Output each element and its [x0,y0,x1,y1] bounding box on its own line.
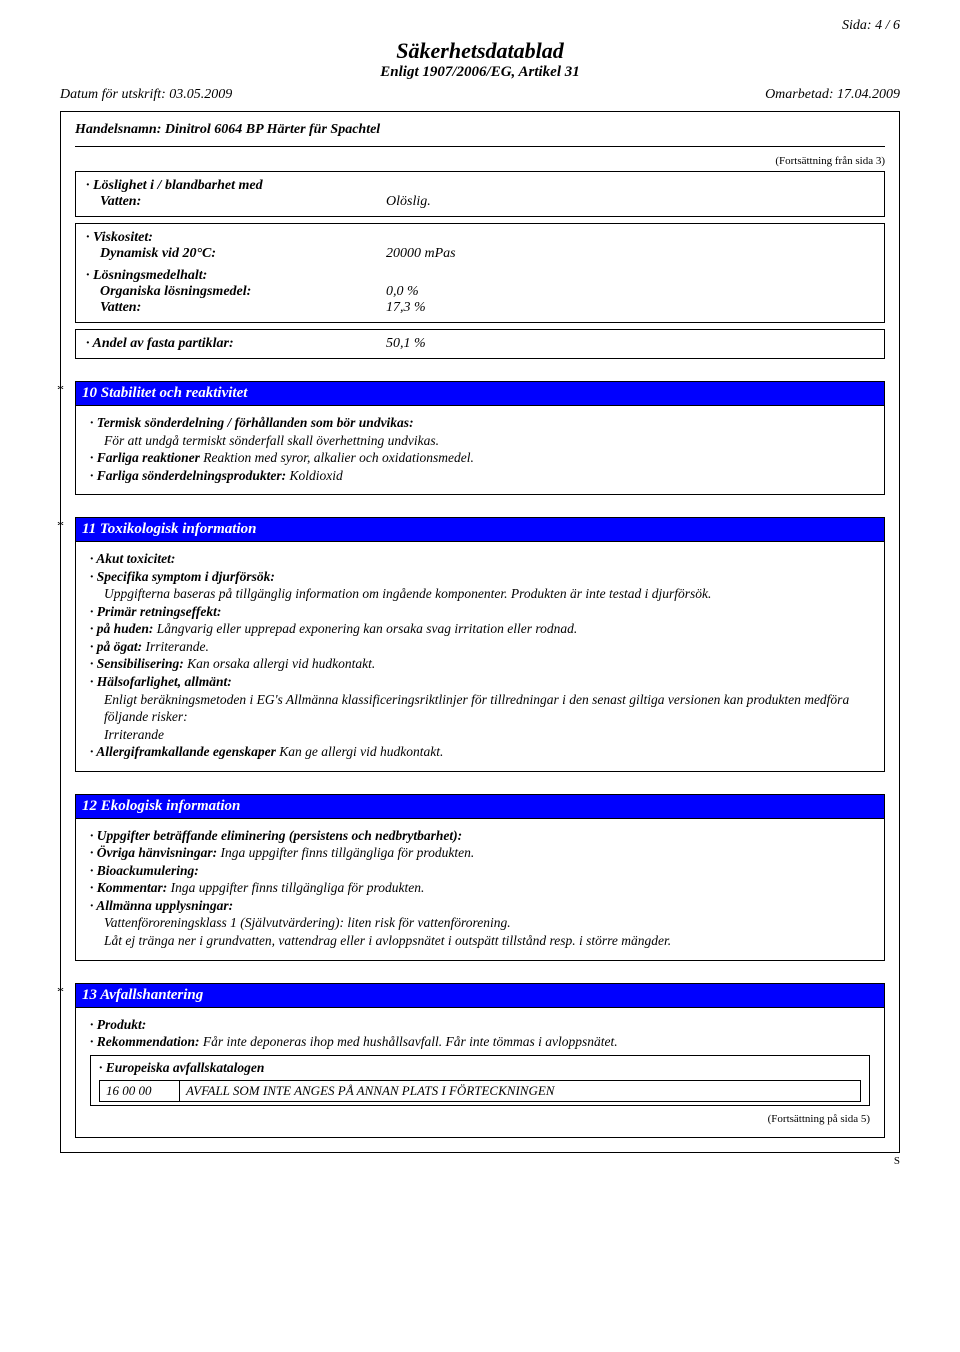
catalog-code: 16 00 00 [100,1081,180,1102]
primary-irritation-label: · Primär retningseffekt: [90,603,870,621]
allergy-text: Kan ge allergi vid hudkontakt. [279,744,443,759]
table-row: 16 00 00 AVFALL SOM INTE ANGES PÅ ANNAN … [100,1081,861,1102]
solvent-label: · Lösningsmedelhalt: [86,268,874,284]
prop-key: Organiska lösningsmedel: [86,284,386,300]
change-marker: * [57,519,64,535]
health-text-2: Irriterande [90,726,870,744]
section-12-body: · Uppgifter beträffande eliminering (per… [75,819,885,961]
recommendation-text: Får inte deponeras ihop med hushållsavfa… [203,1034,618,1049]
solids-box: · Andel av fasta partiklar: 50,1 % [75,329,885,359]
general-text-2: Låt ej tränga ner i grundvatten, vattend… [90,932,870,950]
general-label: · Allmänna upplysningar: [90,897,870,915]
trade-name: Handelsnamn: Dinitrol 6064 BP Härter für… [75,122,885,138]
catalog-box: · Europeiska avfallskatalogen 16 00 00 A… [90,1055,870,1107]
prop-key: Vatten: [86,194,386,210]
comment-label: · Kommentar: [90,880,167,895]
s-mark: S [60,1155,900,1167]
viscosity-label: · Viskositet: [86,230,874,246]
persistence-label: · Uppgifter beträffande eliminering (per… [90,827,870,845]
doc-subtitle: Enligt 1907/2006/EG, Artikel 31 [60,64,900,81]
prop-row: Organiska lösningsmedel: 0,0 % [86,284,874,300]
prop-key: Vatten: [86,300,386,316]
comment-text: Inga uppgifter finns tillgängliga för pr… [171,880,425,895]
section-13-header: 13 Avfallshantering [75,983,885,1008]
section-11: * 11 Toxikologisk information · Akut tox… [75,517,885,772]
products-label: · Farliga sönderdelningsprodukter: [90,468,286,483]
other-refs-text: Inga uppgifter finns tillgängliga för pr… [221,845,475,860]
trade-name-value: Dinitrol 6064 BP Härter für Spachtel [165,122,380,137]
change-marker: * [57,985,64,1001]
allergy-label: · Allergiframkallande egenskaper [90,744,276,759]
separator [75,146,885,147]
page-number: Sida: 4 / 6 [842,18,900,34]
decomp-label: · Termisk sönderdelning / förhållanden s… [90,415,414,430]
section-13: * 13 Avfallshantering · Produkt: · Rekom… [75,983,885,1138]
properties-box: · Löslighet i / blandbarhet med Vatten: … [75,171,885,217]
eye-label: · på ögat: [90,639,142,654]
decomp-text: För att undgå termiskt sönderfall skall … [90,432,870,450]
prop-key: Dynamisk vid 20°C: [86,246,386,262]
health-label: · Hälsofarlighet, allmänt: [90,673,870,691]
print-date: Datum för utskrift: 03.05.2009 [60,87,232,103]
symptoms-label: · Specifika symptom i djurförsök: [90,568,870,586]
sensibilisation-text: Kan orsaka allergi vid hudkontakt. [187,656,375,671]
solubility-label: · Löslighet i / blandbarhet med [86,178,874,194]
product-label: · Produkt: [90,1016,870,1034]
prop-val: 17,3 % [386,300,874,316]
change-marker: * [57,383,64,399]
prop-key: · Andel av fasta partiklar: [86,336,386,352]
viscosity-box: · Viskositet: Dynamisk vid 20°C: 20000 m… [75,223,885,323]
section-10-body: · Termisk sönderdelning / förhållanden s… [75,406,885,495]
prop-row: Vatten: Olöslig. [86,194,874,210]
reactions-label: · Farliga reaktioner [90,450,200,465]
skin-label: · på huden: [90,621,153,636]
health-text-1: Enligt beräkningsmetoden i EG's Allmänna… [90,691,870,726]
prop-row: Vatten: 17,3 % [86,300,874,316]
trade-name-label: Handelsnamn: [75,122,161,137]
document-page: Sida: 4 / 6 Säkerhetsdatablad Enligt 190… [0,0,960,1197]
prop-row: · Andel av fasta partiklar: 50,1 % [86,336,874,352]
doc-title: Säkerhetsdatablad [60,38,900,64]
section-11-header: 11 Toxikologisk information [75,517,885,542]
products-text: Koldioxid [290,468,343,483]
reactions-text: Reaktion med syror, alkalier och oxidati… [203,450,474,465]
page-frame: Handelsnamn: Dinitrol 6064 BP Härter für… [60,111,900,1153]
skin-text: Långvarig eller upprepad exponering kan … [157,621,577,636]
prop-val: 20000 mPas [386,246,874,262]
section-10: * 10 Stabilitet och reaktivitet · Termis… [75,381,885,495]
bioaccum-label: · Bioackumulering: [90,862,870,880]
continuation-from: (Fortsättning från sida 3) [75,155,885,167]
prop-row: Dynamisk vid 20°C: 20000 mPas [86,246,874,262]
catalog-text: AVFALL SOM INTE ANGES PÅ ANNAN PLATS I F… [180,1081,861,1102]
section-11-body: · Akut toxicitet: · Specifika symptom i … [75,542,885,772]
section-12: 12 Ekologisk information · Uppgifter bet… [75,794,885,961]
general-text-1: Vattenföroreningsklass 1 (Självutvärderi… [90,914,870,932]
prop-val: 0,0 % [386,284,874,300]
symptoms-text: Uppgifterna baseras på tillgänglig infor… [90,585,870,603]
section-12-header: 12 Ekologisk information [75,794,885,819]
recommendation-label: · Rekommendation: [90,1034,200,1049]
sensibilisation-label: · Sensibilisering: [90,656,184,671]
date-row: Datum för utskrift: 03.05.2009 Omarbetad… [60,87,900,103]
eye-text: Irriterande. [146,639,209,654]
waste-catalog-table: 16 00 00 AVFALL SOM INTE ANGES PÅ ANNAN … [99,1080,861,1102]
continuation-next: (Fortsättning på sida 5) [90,1112,870,1126]
prop-val: 50,1 % [386,336,874,352]
acute-label: · Akut toxicitet: [90,550,870,568]
prop-val: Olöslig. [386,194,874,210]
revision-date: Omarbetad: 17.04.2009 [765,87,900,103]
section-13-body: · Produkt: · Rekommendation: Får inte de… [75,1008,885,1138]
section-10-header: 10 Stabilitet och reaktivitet [75,381,885,406]
catalog-label: · Europeiska avfallskatalogen [99,1059,861,1077]
other-refs-label: · Övriga hänvisningar: [90,845,217,860]
